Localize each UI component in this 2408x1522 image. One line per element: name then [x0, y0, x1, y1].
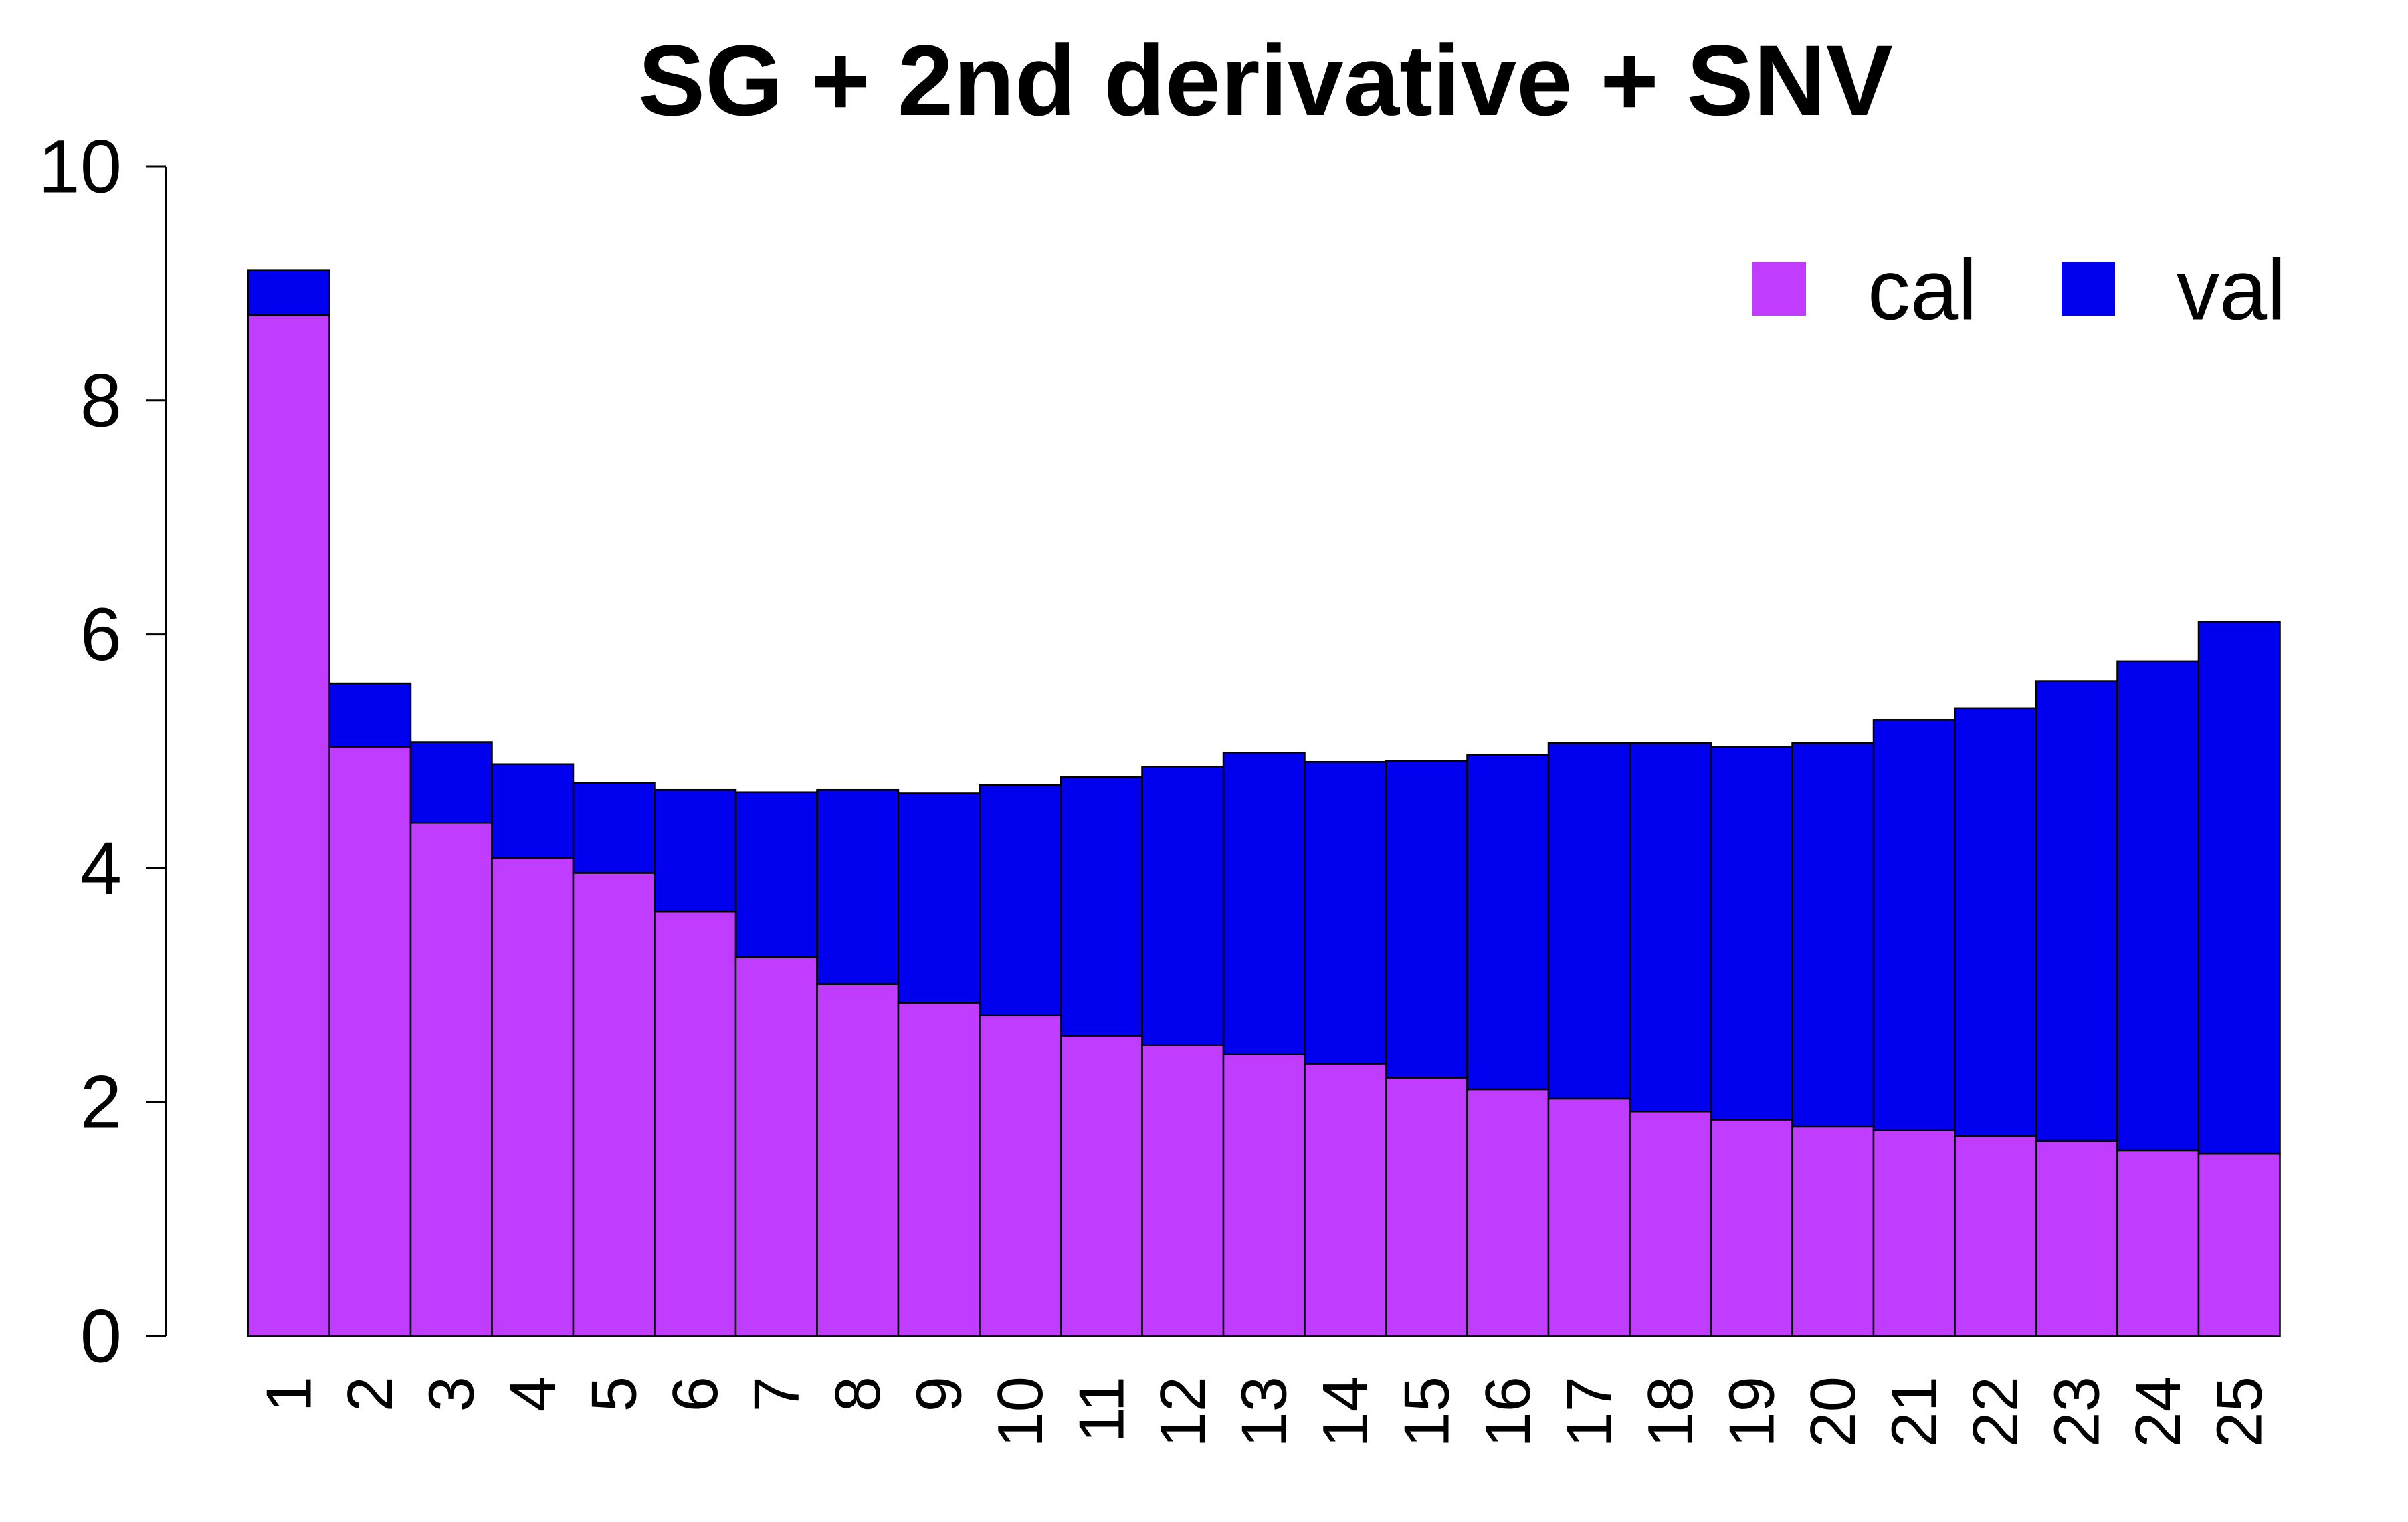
bar-cal-17 — [1547, 1097, 1631, 1337]
x-tick-label: 6 — [660, 1376, 731, 1412]
bar-cal-14 — [1304, 1063, 1387, 1337]
x-tick-label: 17 — [1553, 1376, 1625, 1448]
y-tick-label: 4 — [80, 827, 122, 910]
x-tick-label: 23 — [2041, 1376, 2112, 1448]
bar-cal-4 — [491, 857, 575, 1337]
bar-val-12 — [1141, 765, 1225, 1046]
bar-cal-22 — [1954, 1135, 2037, 1337]
bar-val-3 — [409, 741, 493, 824]
legend-swatch-val — [2062, 262, 2115, 316]
bar-cal-21 — [1872, 1129, 1956, 1337]
bar-val-25 — [2197, 621, 2281, 1155]
bar-cal-25 — [2197, 1152, 2281, 1337]
chart-title: SG + 2nd derivative + SNV — [638, 24, 1893, 136]
x-tick-label: 4 — [497, 1376, 569, 1412]
bar-cal-19 — [1710, 1119, 1793, 1337]
x-tick-label: 11 — [1066, 1376, 1137, 1443]
bar-cal-3 — [409, 821, 493, 1337]
bar-val-5 — [572, 782, 656, 874]
x-tick-label: 2 — [334, 1376, 406, 1412]
bar-val-10 — [979, 784, 1062, 1017]
bar-val-2 — [328, 682, 412, 748]
bar-val-19 — [1710, 746, 1793, 1121]
bar-cal-9 — [897, 1002, 981, 1337]
y-tick-label: 2 — [80, 1061, 122, 1144]
x-axis-labels: 1 2 3 4 5 6 7 8 9 10 11 12 13 14 15 16 17 18 19 20 21 22 23 24 2… — [253, 1376, 2275, 1448]
legend-label-val: val — [2177, 243, 2286, 338]
x-tick-label: 22 — [1960, 1376, 2031, 1448]
bar-val-14 — [1304, 760, 1387, 1065]
bar-val-20 — [1791, 742, 1875, 1128]
x-tick-label: 19 — [1716, 1376, 1787, 1448]
x-tick-label: 5 — [578, 1376, 649, 1412]
bar-cal-12 — [1141, 1044, 1225, 1337]
y-tick-label: 8 — [80, 358, 122, 442]
bar-cal-10 — [979, 1014, 1062, 1337]
bar-cal-8 — [816, 983, 900, 1337]
bar-cal-20 — [1791, 1125, 1875, 1337]
bar-val-9 — [897, 792, 981, 1004]
y-tick-label: 0 — [80, 1295, 122, 1378]
legend-label-cal: cal — [1868, 243, 1977, 338]
bar-cal-13 — [1222, 1053, 1306, 1337]
legend: cal val — [1752, 243, 2286, 338]
y-tick-label: 6 — [80, 592, 122, 676]
bar-val-17 — [1547, 742, 1631, 1100]
bar-val-15 — [1385, 760, 1468, 1079]
bar-val-24 — [2116, 660, 2200, 1152]
bar-val-21 — [1872, 719, 1956, 1131]
x-tick-label: 20 — [1797, 1376, 1869, 1448]
bar-val-4 — [491, 763, 575, 859]
x-tick-label: 1 — [253, 1376, 324, 1412]
x-tick-label: 21 — [1878, 1376, 1950, 1448]
bar-val-18 — [1629, 742, 1712, 1113]
bar-cal-11 — [1060, 1035, 1143, 1337]
bar-cal-15 — [1385, 1077, 1468, 1337]
x-tick-label: 16 — [1472, 1376, 1544, 1448]
legend-swatch-cal — [1752, 262, 1806, 316]
x-tick-label: 24 — [2122, 1376, 2194, 1448]
x-tick-label: 14 — [1310, 1376, 1381, 1448]
x-tick-label: 13 — [1228, 1376, 1300, 1448]
bar-cal-18 — [1629, 1110, 1712, 1337]
bar-cal-2 — [328, 746, 412, 1337]
bar-val-1 — [247, 269, 330, 316]
bar-cal-1 — [247, 314, 330, 1337]
x-tick-label: 9 — [903, 1376, 975, 1412]
bar-val-13 — [1222, 751, 1306, 1055]
bar-cal-16 — [1466, 1088, 1550, 1337]
bar-cal-7 — [734, 956, 818, 1337]
bar-val-8 — [816, 788, 900, 985]
bar-cal-23 — [2035, 1139, 2118, 1337]
bar-cal-5 — [572, 872, 656, 1337]
bar-val-11 — [1060, 776, 1143, 1037]
x-tick-label: 15 — [1391, 1376, 1462, 1448]
bar-val-22 — [1954, 707, 2037, 1137]
x-tick-label: 12 — [1147, 1376, 1219, 1448]
bar-val-23 — [2035, 680, 2118, 1142]
bar-val-7 — [734, 791, 818, 958]
x-tick-label: 10 — [985, 1376, 1056, 1448]
bar-group — [247, 269, 2281, 1337]
y-tick-label: 10 — [38, 125, 122, 209]
bar-val-16 — [1466, 754, 1550, 1091]
x-tick-label: 8 — [822, 1376, 894, 1412]
x-tick-label: 3 — [415, 1376, 487, 1412]
y-axis: 0 2 4 6 8 10 — [38, 125, 167, 1378]
x-tick-label: 18 — [1635, 1376, 1706, 1448]
bar-val-6 — [654, 788, 737, 913]
bar-cal-24 — [2116, 1149, 2200, 1337]
x-tick-label: 7 — [740, 1376, 812, 1412]
bar-cal-6 — [654, 910, 737, 1337]
x-tick-label: 25 — [2203, 1376, 2275, 1448]
